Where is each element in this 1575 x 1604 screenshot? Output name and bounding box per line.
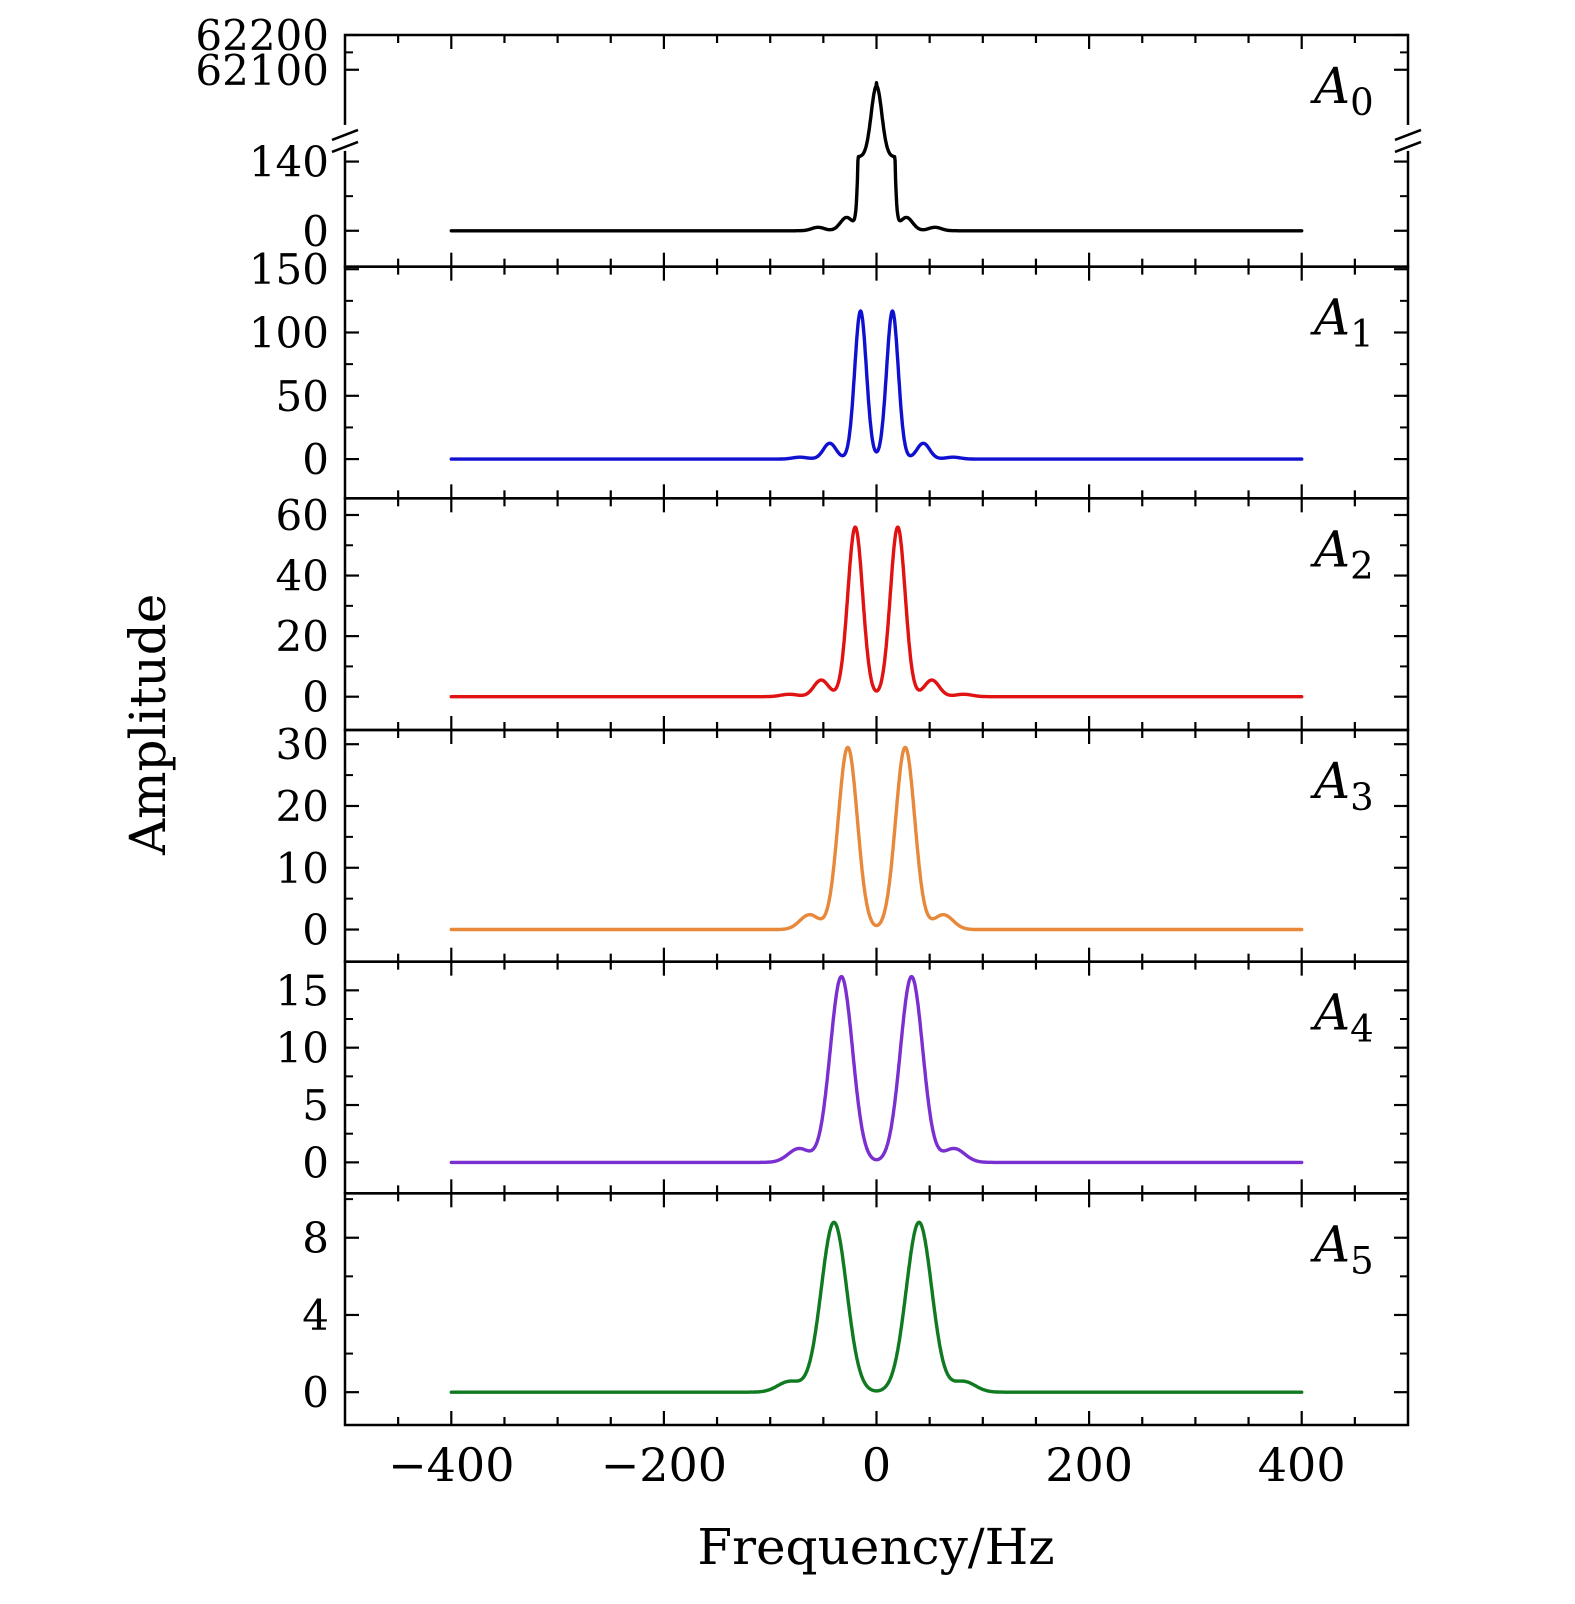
y-tick-label: 62200 [195,11,329,60]
y-tick-label: 0 [302,673,329,722]
x-tick-label: −200 [601,1438,727,1492]
axis-break-mark [1394,140,1422,154]
spectrum-curve-A4 [449,974,1304,1165]
y-tick-label: 10 [276,844,329,893]
y-tick-label: 40 [276,552,329,601]
y-tick-label: 0 [302,435,329,484]
y-tick-label: 0 [302,1368,329,1417]
panel-label-A4: A4 [1310,984,1374,1051]
spectrum-curve-A3 [449,745,1304,932]
axis-break-mark [1394,128,1422,142]
y-tick-label: 0 [302,207,329,256]
y-tick-label: 20 [276,782,329,831]
panel-border-A1 [343,265,1410,500]
x-axis-title: Frequency/Hz [697,1518,1055,1576]
y-tick-label: 15 [276,966,329,1015]
axis-break-mark [331,128,359,142]
axis-break-mark [331,140,359,154]
y-tick-label: 50 [276,372,329,421]
x-tick-label: 400 [1258,1438,1346,1492]
spectrum-curve-A0 [449,81,1304,233]
y-tick-label: 60 [276,491,329,540]
y-tick-label: 140 [249,138,329,187]
y-tick-label: 5 [302,1081,329,1130]
x-tick-label: 200 [1045,1438,1133,1492]
panel-label-A0: A0 [1310,57,1374,124]
y-tick-label: 30 [276,720,329,769]
panel-label-A2: A2 [1310,520,1374,587]
y-tick-label: 150 [249,245,329,294]
y-tick-label: 4 [302,1291,329,1340]
axis-break-gap [1405,124,1411,151]
y-axis-title: Amplitude [119,593,177,855]
panel-label-A3: A3 [1310,752,1374,819]
y-tick-label: 10 [276,1024,329,1073]
axis-break-gap [342,124,348,151]
spectrum-curve-A2 [449,525,1304,699]
y-tick-label: 0 [302,1138,329,1187]
panel-label-A1: A1 [1310,289,1374,356]
spectrum-curve-A1 [449,309,1304,461]
y-tick-label: 100 [249,308,329,357]
spectrum-curve-A5 [449,1220,1304,1394]
y-tick-label: 0 [302,906,329,955]
x-tick-label: −400 [388,1438,514,1492]
y-tick-label: 20 [276,612,329,661]
x-tick-label: 0 [862,1438,891,1492]
panel-label-A5: A5 [1310,1215,1374,1282]
y-tick-label: 8 [302,1214,329,1263]
y-tick-label: 62100 [195,46,329,95]
